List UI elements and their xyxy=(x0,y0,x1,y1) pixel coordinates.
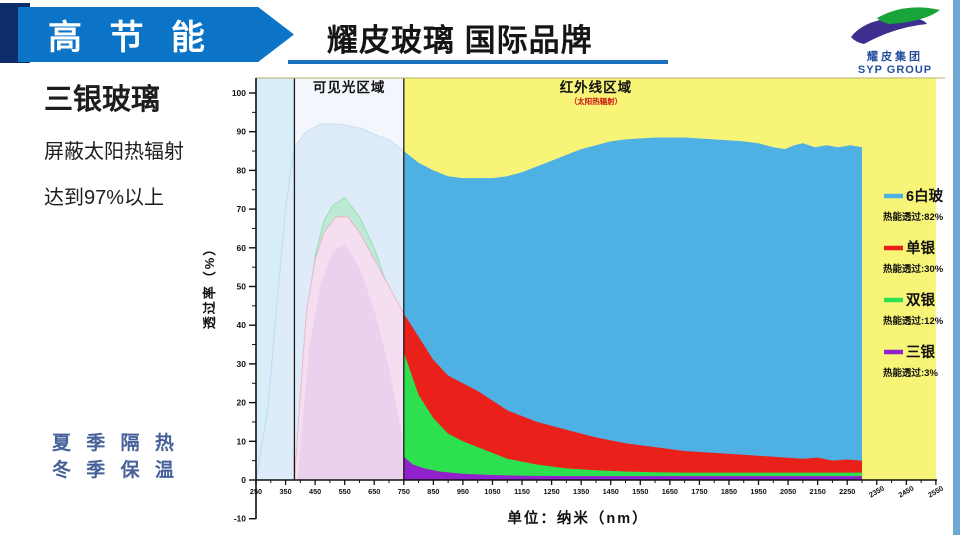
x-tick-label: 2250 xyxy=(839,487,855,496)
y-tick-label: 60 xyxy=(237,243,247,253)
logo-en-text: SYP GROUP xyxy=(857,64,933,76)
y-tick-label: 90 xyxy=(237,127,247,137)
region-label-visible: 可见光区域 xyxy=(313,79,386,95)
x-tick-label: 950 xyxy=(457,487,469,496)
x-axis-title: 单位：纳米（nm） xyxy=(507,509,648,527)
season-note: 夏 季 隔 热 冬 季 保 温 xyxy=(52,430,179,484)
y-tick-label: 0 xyxy=(241,475,246,485)
x-tick-label: 1450 xyxy=(603,487,619,496)
series-visible-triple-silver xyxy=(297,243,404,480)
x-tick-label: 250 xyxy=(250,487,262,496)
y-tick-label: 30 xyxy=(237,359,247,369)
y-tick-label: 40 xyxy=(237,320,247,330)
legend-label-double-silver: 双银 xyxy=(906,291,935,309)
legend-heat-label-double-silver: 热能透过:12% xyxy=(883,315,944,327)
x-tick-label: 1250 xyxy=(543,487,559,496)
title-underline xyxy=(288,60,668,64)
banner-arrow: 高 节 能 xyxy=(18,7,294,62)
side-line2: 达到97%以上 xyxy=(44,187,165,209)
legend-label-triple-silver: 三银 xyxy=(906,343,935,361)
x-tick-label: 450 xyxy=(309,487,321,496)
x-tick-label: 850 xyxy=(427,487,439,496)
x-tick-label-slanted: 2550 xyxy=(926,484,945,500)
x-tick-label: 550 xyxy=(339,487,351,496)
x-tick-label: 1550 xyxy=(632,487,648,496)
x-tick-label: 2050 xyxy=(780,487,796,496)
x-tick-label: 750 xyxy=(398,487,410,496)
legend-label-single-silver: 单银 xyxy=(906,239,935,257)
y-tick-label: 50 xyxy=(237,282,247,292)
y-axis-title: 透过率（%） xyxy=(202,241,217,330)
y-tick-label: -10 xyxy=(234,514,247,524)
x-tick-label: 1950 xyxy=(750,487,766,496)
season-line2: 冬 季 保 温 xyxy=(52,460,179,481)
side-heading: 三银玻璃 xyxy=(44,84,161,116)
legend-heat-label-clear-glass-6mm: 热能透过:82% xyxy=(883,211,944,223)
y-tick-label: 100 xyxy=(232,88,246,98)
region-sublabel-infrared: （太阳热辐射） xyxy=(570,96,623,106)
x-tick-label: 1050 xyxy=(484,487,500,496)
series-ir-clear-glass-6mm xyxy=(403,137,862,480)
side-line1: 屏蔽太阳热辐射 xyxy=(44,141,184,163)
legend-label-clear-glass-6mm: 6白玻 xyxy=(906,187,944,205)
series-ir-double-silver xyxy=(403,352,862,480)
company-logo: 耀皮集团 SYP GROUP xyxy=(843,4,947,76)
x-tick-label: 1750 xyxy=(691,487,707,496)
right-edge-strip xyxy=(953,0,960,535)
x-tick-label: 1650 xyxy=(662,487,678,496)
banner-label: 高 节 能 xyxy=(48,19,214,57)
logo-swoosh-icon xyxy=(851,7,940,44)
legend-heat-label-triple-silver: 热能透过:3% xyxy=(883,367,938,379)
region-label-infrared: 红外线区域 xyxy=(560,79,633,95)
y-tick-label: 20 xyxy=(237,398,247,408)
logo-cn-text: 耀皮集团 xyxy=(867,51,923,63)
x-tick-label: 1850 xyxy=(721,487,737,496)
x-tick-label-slanted: 2450 xyxy=(897,484,916,500)
legend-heat-label-single-silver: 热能透过:30% xyxy=(883,263,944,275)
x-tick-label: 1150 xyxy=(514,487,530,496)
y-tick-label: 10 xyxy=(237,436,247,446)
x-tick-label-slanted: 2350 xyxy=(867,484,886,500)
x-tick-label: 650 xyxy=(368,487,380,496)
season-line1: 夏 季 隔 热 xyxy=(52,433,179,454)
x-tick-label: 2150 xyxy=(810,487,826,496)
x-tick-label: 1350 xyxy=(573,487,589,496)
series-ir-triple-silver xyxy=(403,456,862,480)
y-tick-label: 70 xyxy=(237,204,247,214)
side-text-block: 三银玻璃 屏蔽太阳热辐射 达到97%以上 xyxy=(44,76,184,227)
y-tick-label: 80 xyxy=(237,165,247,175)
page-title: 耀皮玻璃 国际品牌 xyxy=(327,23,593,58)
series-ir-single-silver xyxy=(403,313,862,480)
x-tick-label: 350 xyxy=(279,487,291,496)
